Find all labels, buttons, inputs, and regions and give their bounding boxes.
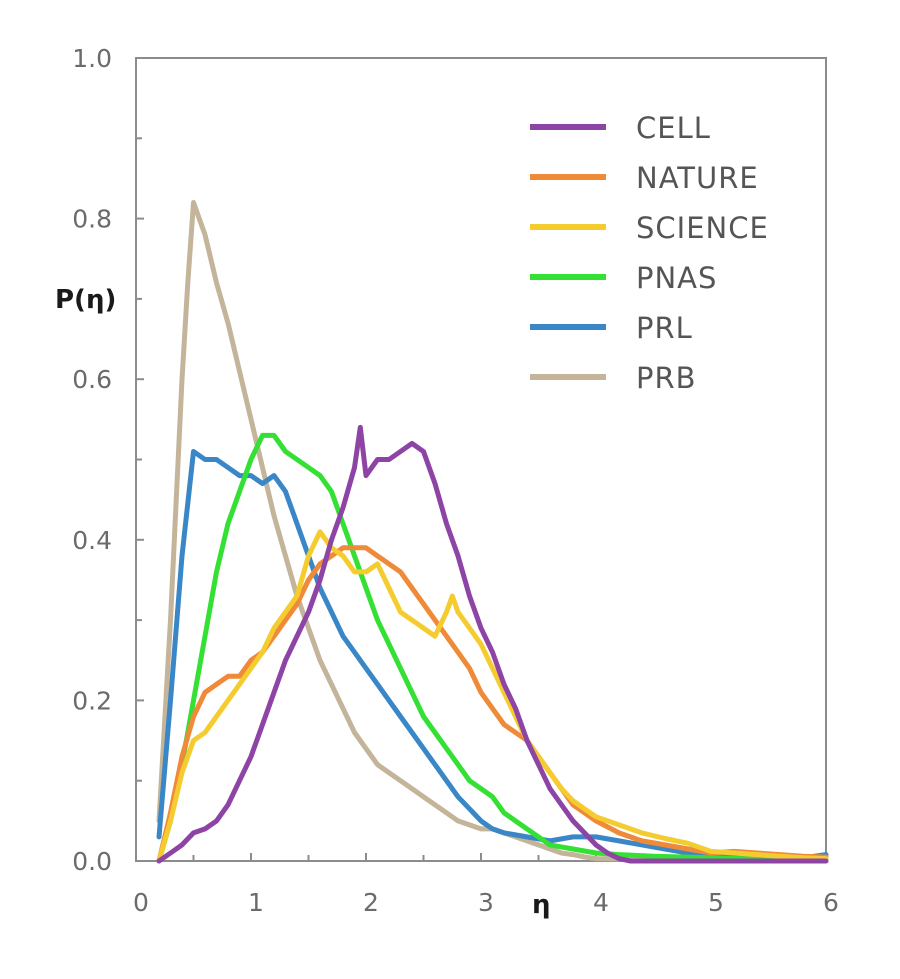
y-tick-label: 0.0 xyxy=(72,847,112,876)
series-layer xyxy=(156,200,829,864)
x-tick-label: 2 xyxy=(363,888,379,917)
legend-label-nature: NATURE xyxy=(636,161,759,195)
series-line-science xyxy=(156,529,829,864)
x-tick-label: 6 xyxy=(823,888,839,917)
x-axis-title: η xyxy=(532,890,551,920)
legend-label-cell: CELL xyxy=(636,111,711,145)
y-tick-label: 0.2 xyxy=(72,686,112,715)
legend-label-science: SCIENCE xyxy=(636,211,769,245)
series-line-nature xyxy=(156,545,829,864)
y-axis-title: P(η) xyxy=(55,285,116,315)
x-tick-label: 0 xyxy=(133,888,149,917)
series-line-pnas xyxy=(156,432,829,864)
x-tick-label: 3 xyxy=(478,888,494,917)
y-tick-label: 1.0 xyxy=(72,44,112,73)
y-tick-label: 0.6 xyxy=(72,365,112,394)
x-tick-label: 1 xyxy=(248,888,264,917)
series-line-prl xyxy=(156,449,829,861)
legend-label-prl: PRL xyxy=(636,311,693,345)
series-line-prb xyxy=(156,200,829,864)
legend: CELL NATURE SCIENCE PNAS PRL PRB xyxy=(530,111,769,395)
y-axis: 0.0 0.2 0.4 0.6 0.8 1.0 xyxy=(72,44,144,876)
series-line-cell xyxy=(156,424,829,864)
x-tick-label: 4 xyxy=(593,888,609,917)
legend-label-prb: PRB xyxy=(636,361,697,395)
legend-label-pnas: PNAS xyxy=(636,261,717,295)
y-tick-label: 0.4 xyxy=(72,526,112,555)
x-axis: 0 1 2 3 4 5 6 xyxy=(133,853,839,917)
y-tick-label: 0.8 xyxy=(72,205,112,234)
x-tick-label: 5 xyxy=(708,888,724,917)
